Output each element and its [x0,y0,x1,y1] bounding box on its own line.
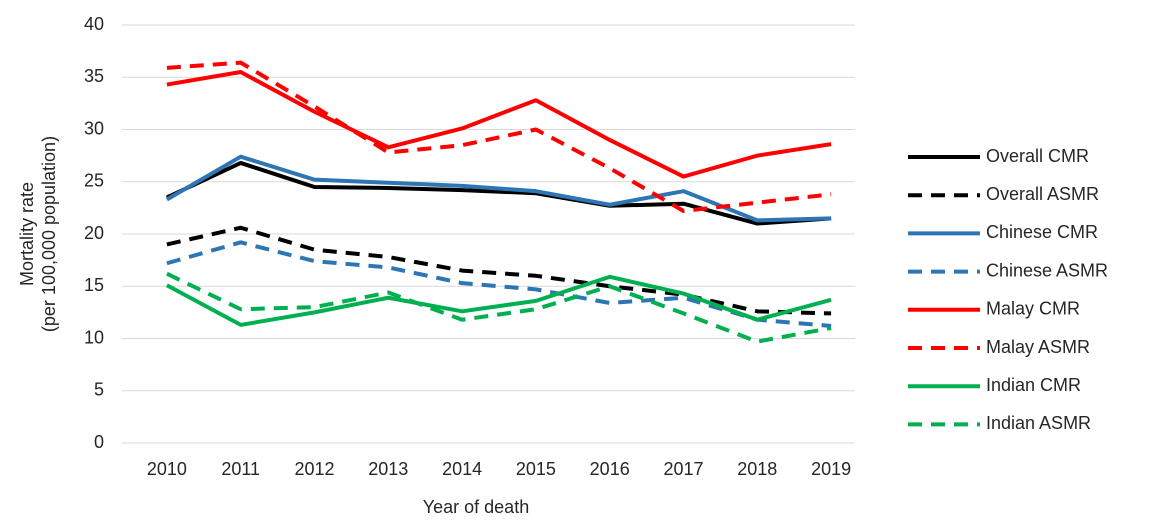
x-tick-label: 2017 [663,459,703,479]
x-tick-label: 2011 [221,459,260,479]
y-tick-label: 10 [84,327,104,347]
x-tick-label: 2010 [147,459,187,479]
y-tick-label: 5 [94,380,104,400]
x-tick-label: 2012 [294,459,334,479]
series-line [166,60,832,214]
x-tick-label: 2016 [590,459,630,479]
y-tick-label: 0 [94,432,104,452]
legend-label: Malay ASMR [986,337,1090,357]
y-tick-label: 25 [84,171,104,191]
legend-label: Chinese ASMR [986,260,1108,280]
y-axis-label-line: Mortality rate [17,182,37,286]
x-tick-label: 2019 [811,459,851,479]
series-line [166,225,832,316]
legend-label: Chinese CMR [986,222,1098,242]
x-axis-label: Year of death [423,497,529,517]
y-axis-label: Mortality rate (per 100,000 population) [17,136,59,332]
series-line [166,70,832,179]
x-tick-label: 2015 [516,459,556,479]
y-tick-label: 30 [84,118,104,138]
series-line [166,271,832,344]
y-tick-label: 35 [84,66,104,86]
x-tick-label: 2014 [442,459,482,479]
x-tick-label: 2018 [737,459,777,479]
y-tick-label: 15 [84,275,104,295]
legend-label: Malay CMR [986,299,1080,319]
y-tick-label: 40 [84,14,104,34]
series-line [166,160,832,226]
y-tick-label: 20 [84,223,104,243]
legend-label: Indian ASMR [986,413,1091,433]
y-axis-label-line: (per 100,000 population) [39,136,59,332]
series-line [165,274,832,327]
x-tick-label: 2013 [368,459,408,479]
legend-label: Indian CMR [986,375,1081,395]
legend-label: Overall CMR [986,146,1089,166]
legend-label: Overall ASMR [986,184,1099,204]
series-line [165,154,832,223]
